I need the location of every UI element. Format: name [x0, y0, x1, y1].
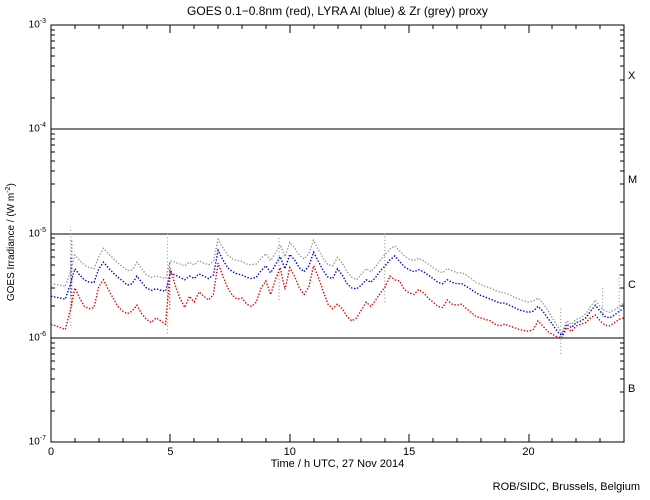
series-red — [50, 262, 625, 339]
y-tick-label: 10-6 — [28, 330, 46, 344]
credit-text: ROB/SIDC, Brussels, Belgium — [492, 481, 640, 493]
series-grey — [50, 237, 625, 335]
flare-class-label: X — [628, 70, 636, 83]
y-tick-label: 10-7 — [28, 435, 46, 448]
x-tick-label: 0 — [47, 446, 55, 458]
y-tick-label: 10-5 — [28, 226, 46, 239]
x-tick-label: 15 — [403, 446, 416, 458]
x-tick-label: 5 — [167, 446, 174, 458]
series-blue — [50, 248, 625, 337]
y-tick-label: 10-3 — [28, 18, 46, 31]
y-axis-title: GOES Irradiance / (W m-2) — [4, 183, 18, 302]
chart-title: GOES 0.1−0.8nm (red), LYRA Al (blue) & Z… — [187, 4, 488, 18]
flare-class-label: M — [628, 174, 638, 187]
x-axis-title: Time / h UTC, 27 Nov 2014 — [270, 458, 405, 470]
x-tick-label: 10 — [283, 446, 296, 458]
y-tick-label: 10-4 — [28, 122, 46, 135]
x-tick-label: 20 — [522, 446, 535, 458]
axes-group — [50, 24, 625, 443]
flare-class-label: B — [628, 382, 636, 395]
flare-class-label: C — [628, 278, 636, 291]
